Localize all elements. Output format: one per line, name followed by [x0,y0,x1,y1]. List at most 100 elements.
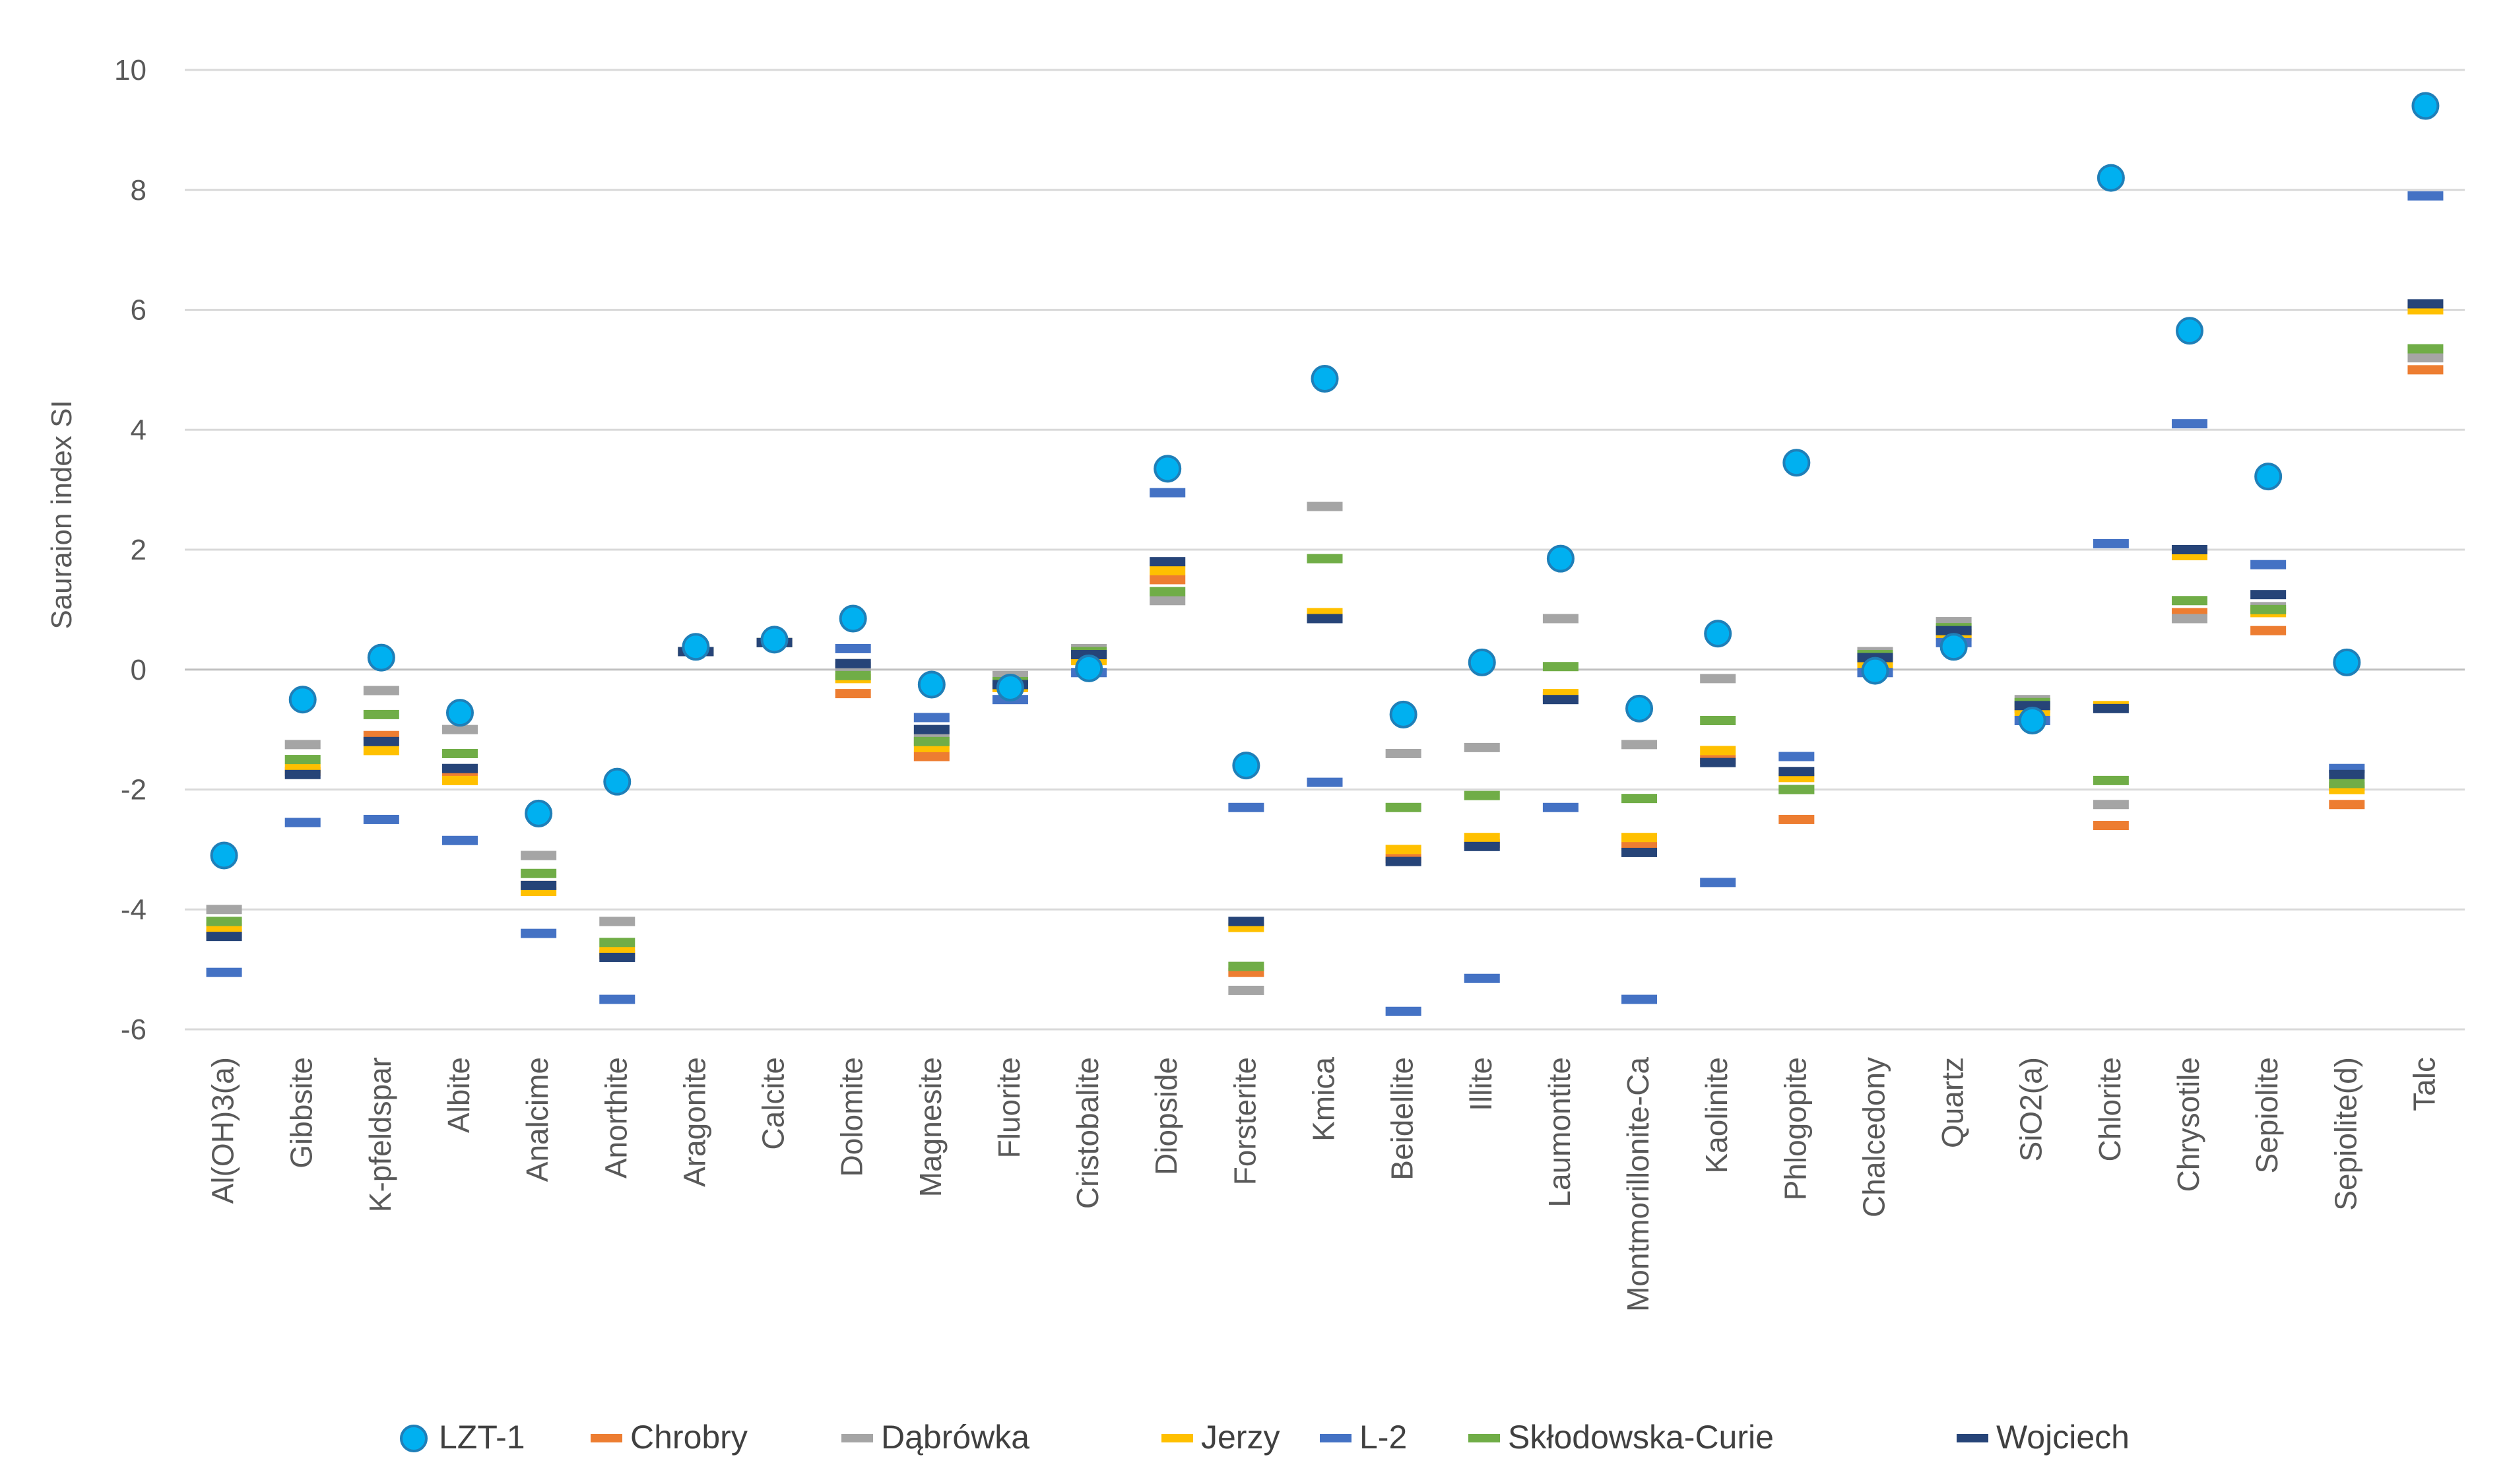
data-point [363,814,399,824]
data-point [682,633,710,661]
gridlines [185,69,2465,1031]
data-point [1782,449,1811,477]
data-point [1385,1006,1421,1016]
data-point [1150,565,1186,575]
data-point [603,767,632,796]
data-point [996,674,1024,702]
data-point [1464,742,1500,752]
data-point [1621,833,1658,843]
data-point [441,748,478,758]
data-point [1621,794,1658,804]
legend-label: LZT-1 [439,1419,525,1456]
data-point [206,967,242,977]
data-point [1468,648,1496,676]
data-point [1307,777,1343,787]
x-tick-label: Diopside [1149,1057,1183,1175]
data-point [1542,695,1579,705]
series-Wojciech [206,299,2444,962]
data-point [2172,614,2208,624]
data-point [2172,596,2208,606]
x-tick-label: Beidellite [1385,1057,1419,1180]
data-point [206,917,242,926]
legend-marker [1957,1434,1988,1442]
data-point [2407,344,2444,354]
data-point [2329,779,2365,789]
y-tick-label: 10 [114,54,147,86]
data-point [1232,752,1260,780]
data-point [2172,419,2208,429]
data-point [1307,554,1343,564]
data-point [1621,847,1658,857]
data-point [1307,614,1343,624]
data-point [1228,802,1264,812]
data-point [1464,833,1500,843]
data-point [1150,575,1186,585]
data-point [2411,92,2440,120]
y-tick-label: 0 [131,654,147,686]
data-point [2176,317,2204,345]
data-point [284,769,321,779]
data-point [1385,856,1421,866]
data-point [363,736,399,746]
x-tick-label: Gibbsite [284,1057,319,1169]
data-point [2333,648,2361,676]
x-tick-label: Anorthite [599,1057,633,1178]
data-point [599,952,635,962]
data-point [2254,463,2283,491]
data-point [1700,715,1736,725]
data-point [1228,917,1264,926]
data-point [2250,560,2287,569]
data-point [1150,557,1186,567]
data-point [835,643,871,653]
data-point [1621,740,1658,750]
data-point [363,746,399,756]
data-point [2407,191,2444,201]
data-point [1704,620,1732,648]
data-point [1150,587,1186,597]
series-LZT-1 [210,92,2440,870]
data-point [2093,800,2129,810]
x-tick-label: Fluorite [992,1057,1026,1158]
data-marks [206,92,2444,1016]
x-axis-ticks: Al(OH)3(a) Gibbsite K-pfeldspar Albite Analc… [206,1057,2442,1312]
data-point [1307,501,1343,511]
x-tick-label: Montmorillonite-Ca [1621,1057,1655,1312]
legend-item: LZT-1 [400,1419,525,1456]
x-tick-label: Kaolinite [1699,1057,1734,1173]
y-tick-label: 4 [131,414,147,446]
legend-label: Chrobry [630,1419,748,1456]
legend-item: Wojciech [1957,1419,2130,1456]
data-point [441,835,478,845]
x-tick-label: Sepiolite [2250,1057,2284,1173]
data-point [2329,769,2365,779]
series-Dąbrówka [206,353,2444,995]
data-point [2014,701,2050,711]
legend-item: Jerzy [1161,1419,1280,1456]
data-point [1464,790,1500,800]
data-point [1939,633,1968,661]
x-tick-label: Albite [441,1057,476,1133]
data-point [1861,657,1889,685]
data-point [835,659,871,668]
data-point [284,818,321,827]
data-point [525,799,553,827]
data-point [2093,703,2129,713]
x-tick-label: Illite [1464,1057,1498,1111]
data-point [2097,164,2125,192]
legend-marker [591,1434,622,1442]
data-point [521,928,557,938]
data-point [2407,299,2444,309]
x-tick-label: Magnesite [913,1057,948,1197]
data-point [1150,488,1186,498]
data-point [1228,961,1264,971]
data-point [1700,758,1736,767]
x-tick-label: Sepiolite(d) [2328,1057,2362,1211]
data-point [2093,775,2129,785]
data-point [913,713,950,723]
legend-label: Skłodowska-Curie [1508,1419,1774,1456]
x-tick-label: Cristobalite [1070,1057,1105,1209]
data-point [441,725,478,734]
data-point [441,775,478,785]
data-point [284,740,321,750]
